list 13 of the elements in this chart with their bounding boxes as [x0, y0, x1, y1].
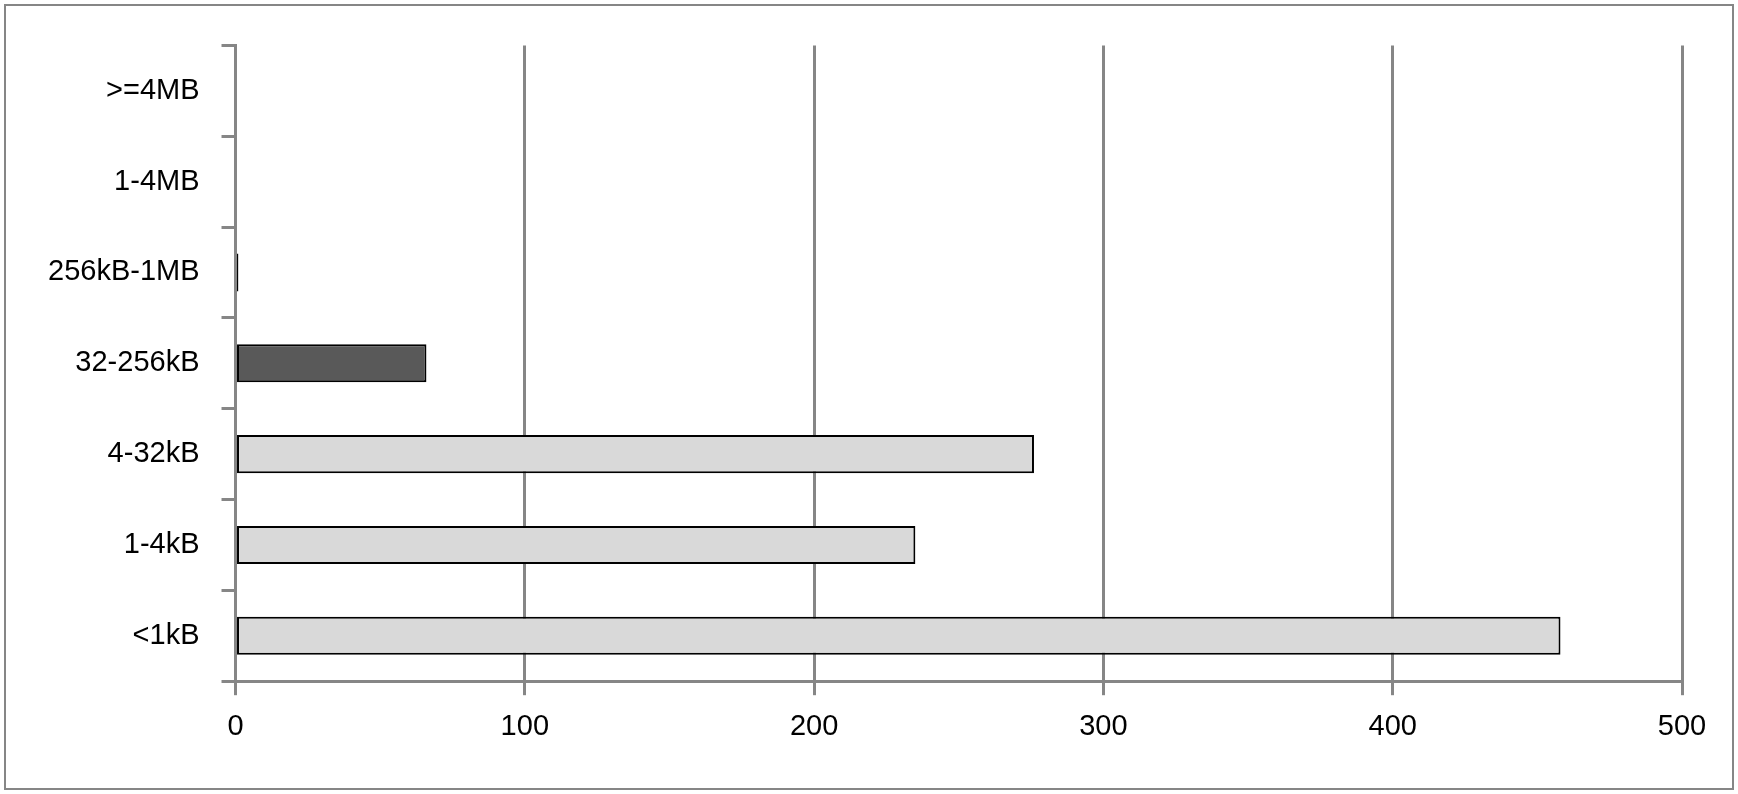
y-tick-label: 1-4MB — [114, 163, 200, 196]
y-tick-label: 256kB-1MB — [48, 254, 200, 287]
y-tick-label: >=4MB — [106, 72, 200, 105]
x-tick-label: 100 — [500, 708, 550, 741]
y-tick-label: 32-256kB — [75, 345, 200, 378]
x-tick-label: 300 — [1079, 708, 1128, 741]
x-tick-label: 0 — [227, 708, 244, 741]
x-tick-label: 400 — [1368, 708, 1417, 741]
y-tick-label: <1kB — [132, 617, 200, 650]
x-tick-label: 200 — [789, 708, 839, 741]
x-tick-label: 500 — [1657, 708, 1707, 741]
y-tick-label: 4-32kB — [107, 436, 200, 469]
y-tick-label: 1-4kB — [123, 526, 200, 559]
